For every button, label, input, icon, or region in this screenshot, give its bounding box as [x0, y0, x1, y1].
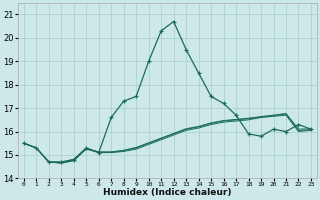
- X-axis label: Humidex (Indice chaleur): Humidex (Indice chaleur): [103, 188, 232, 197]
